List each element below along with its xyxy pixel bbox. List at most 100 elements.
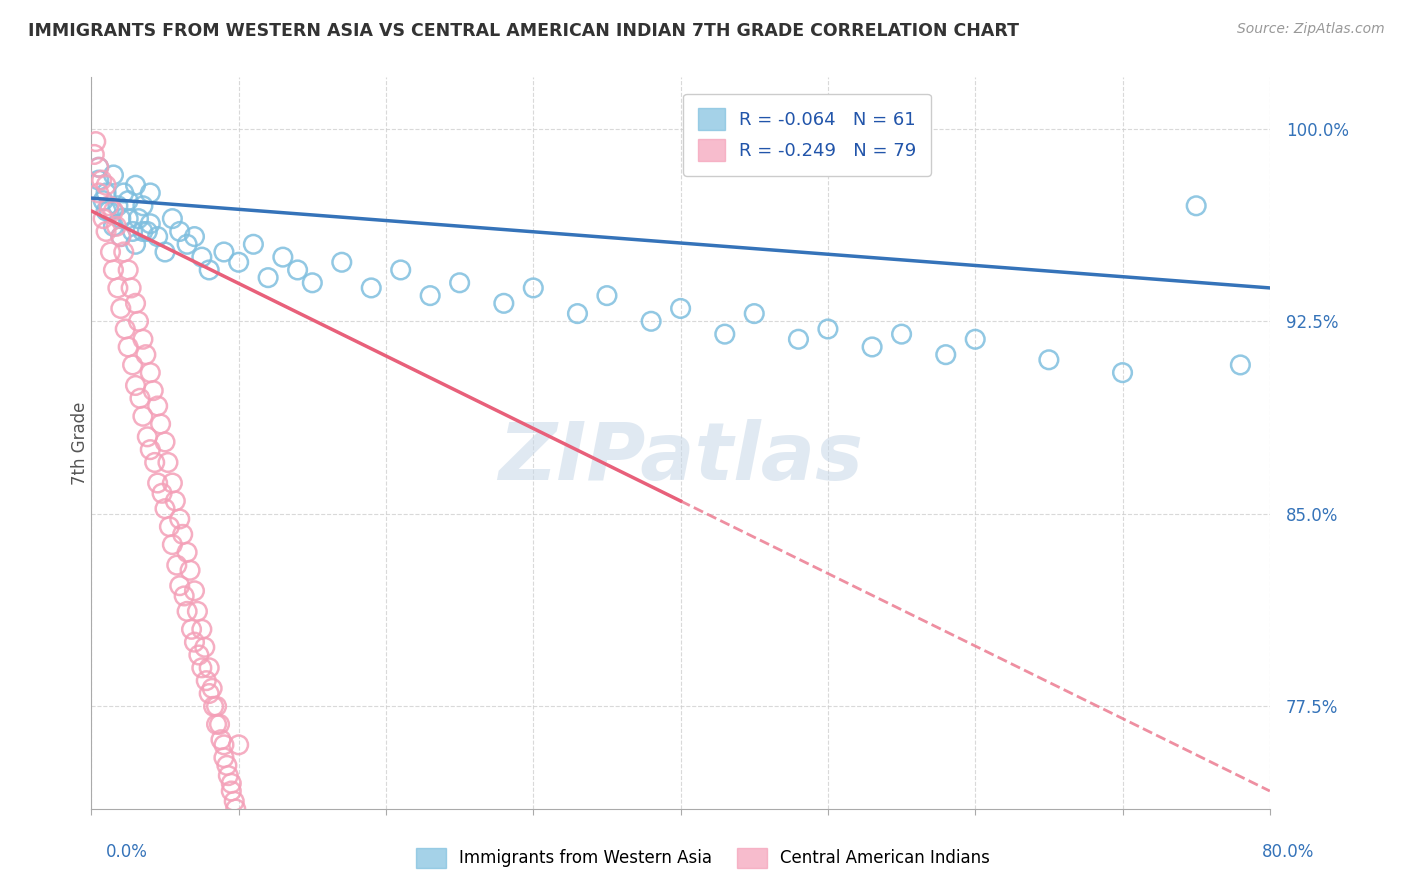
Text: 80.0%: 80.0% bbox=[1263, 843, 1315, 861]
Point bbox=[183, 635, 205, 649]
Point bbox=[176, 604, 198, 618]
Point bbox=[94, 178, 117, 193]
Point bbox=[87, 161, 110, 175]
Point bbox=[117, 194, 139, 208]
Point bbox=[132, 199, 155, 213]
Point bbox=[120, 281, 142, 295]
Point bbox=[107, 281, 129, 295]
Point bbox=[173, 589, 195, 603]
Point bbox=[301, 276, 323, 290]
Point bbox=[127, 314, 149, 328]
Point bbox=[640, 314, 662, 328]
Point bbox=[221, 784, 243, 798]
Point bbox=[890, 327, 912, 342]
Point bbox=[121, 224, 143, 238]
Point bbox=[817, 322, 839, 336]
Point bbox=[567, 307, 589, 321]
Point bbox=[669, 301, 692, 316]
Point bbox=[330, 255, 353, 269]
Point bbox=[112, 244, 135, 259]
Point bbox=[596, 288, 619, 302]
Point bbox=[132, 332, 155, 346]
Point bbox=[162, 538, 184, 552]
Point bbox=[165, 494, 187, 508]
Point bbox=[205, 717, 228, 731]
Point bbox=[117, 263, 139, 277]
Point bbox=[139, 186, 162, 200]
Text: Source: ZipAtlas.com: Source: ZipAtlas.com bbox=[1237, 22, 1385, 37]
Point bbox=[103, 219, 125, 234]
Point bbox=[103, 203, 125, 218]
Point bbox=[201, 681, 224, 696]
Point bbox=[146, 475, 169, 490]
Point bbox=[965, 332, 987, 346]
Point bbox=[205, 699, 228, 714]
Point bbox=[179, 563, 201, 577]
Point bbox=[84, 135, 107, 149]
Legend: R = -0.064   N = 61, R = -0.249   N = 79: R = -0.064 N = 61, R = -0.249 N = 79 bbox=[683, 94, 931, 176]
Point bbox=[143, 455, 166, 469]
Point bbox=[146, 399, 169, 413]
Point bbox=[166, 558, 188, 573]
Point bbox=[153, 501, 176, 516]
Point bbox=[98, 199, 121, 213]
Point bbox=[117, 211, 139, 226]
Point bbox=[153, 244, 176, 259]
Point bbox=[105, 219, 128, 234]
Point bbox=[202, 699, 225, 714]
Point bbox=[110, 301, 132, 316]
Point bbox=[1111, 366, 1133, 380]
Point bbox=[198, 661, 221, 675]
Point bbox=[183, 583, 205, 598]
Point bbox=[198, 686, 221, 700]
Point bbox=[87, 173, 110, 187]
Point bbox=[132, 409, 155, 424]
Point bbox=[221, 776, 243, 790]
Point bbox=[217, 769, 239, 783]
Text: 0.0%: 0.0% bbox=[105, 843, 148, 861]
Point bbox=[94, 186, 117, 200]
Point bbox=[136, 224, 159, 238]
Point bbox=[257, 270, 280, 285]
Point bbox=[225, 802, 247, 816]
Point bbox=[1185, 199, 1208, 213]
Point bbox=[146, 229, 169, 244]
Point bbox=[183, 229, 205, 244]
Point bbox=[449, 276, 471, 290]
Point bbox=[162, 211, 184, 226]
Point bbox=[124, 378, 146, 392]
Point bbox=[132, 224, 155, 238]
Point bbox=[117, 340, 139, 354]
Point bbox=[100, 244, 122, 259]
Point bbox=[156, 455, 179, 469]
Point bbox=[191, 623, 214, 637]
Point bbox=[91, 211, 114, 226]
Point bbox=[191, 661, 214, 675]
Point bbox=[1038, 352, 1060, 367]
Point bbox=[83, 147, 105, 161]
Point bbox=[112, 186, 135, 200]
Point bbox=[208, 717, 231, 731]
Point bbox=[176, 237, 198, 252]
Point bbox=[492, 296, 515, 310]
Text: ZIPatlas: ZIPatlas bbox=[498, 419, 863, 497]
Point bbox=[124, 237, 146, 252]
Point bbox=[271, 250, 294, 264]
Point bbox=[169, 224, 191, 238]
Point bbox=[114, 322, 136, 336]
Point bbox=[87, 161, 110, 175]
Point bbox=[186, 604, 208, 618]
Point bbox=[212, 750, 235, 764]
Point bbox=[124, 296, 146, 310]
Point bbox=[103, 168, 125, 182]
Point bbox=[110, 229, 132, 244]
Point bbox=[90, 173, 112, 187]
Point bbox=[228, 738, 250, 752]
Point bbox=[180, 623, 202, 637]
Point bbox=[212, 244, 235, 259]
Point bbox=[187, 648, 209, 662]
Point bbox=[242, 237, 264, 252]
Point bbox=[209, 732, 232, 747]
Y-axis label: 7th Grade: 7th Grade bbox=[72, 401, 89, 485]
Point bbox=[787, 332, 810, 346]
